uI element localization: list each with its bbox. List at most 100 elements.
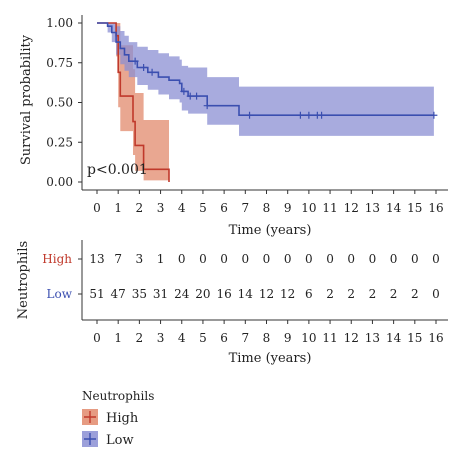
risk-count-high: 0	[432, 252, 440, 266]
risk-count-high: 0	[305, 252, 313, 266]
censor-mark-low	[203, 102, 211, 110]
risk-count-high: 0	[369, 252, 377, 266]
x-tick-label: 6	[220, 201, 228, 215]
censor-mark-low	[430, 111, 438, 119]
risk-count-high: 0	[199, 252, 207, 266]
risk-count-high: 0	[347, 252, 355, 266]
x-axis-label: Time (years)	[229, 223, 312, 238]
x-tick-label: 12	[344, 201, 359, 215]
risk-x-tick-label: 0	[93, 331, 101, 345]
legend-marker-high	[84, 411, 96, 423]
censor-mark-low	[140, 64, 148, 72]
p-value-annotation: p<0.001	[87, 162, 148, 178]
x-tick-label: 16	[428, 201, 443, 215]
risk-x-axis-label: Time (years)	[229, 351, 312, 366]
risk-count-high: 0	[220, 252, 228, 266]
y-axis-ticks: 0.00 0.25 0.50 0.75 1.00	[46, 16, 82, 189]
risk-row-label-low: Low	[47, 287, 73, 301]
x-tick-label: 10	[301, 201, 316, 215]
legend-items: High Low	[82, 409, 139, 448]
risk-count-low: 31	[153, 287, 168, 301]
x-tick-label: 4	[178, 201, 186, 215]
x-tick-label: 7	[241, 201, 249, 215]
risk-x-tick-label: 14	[386, 331, 402, 345]
risk-x-tick-label: 16	[428, 331, 443, 345]
risk-count-low: 47	[111, 287, 126, 301]
censor-marks	[131, 57, 438, 119]
x-tick-label: 13	[365, 201, 380, 215]
censor-mark-low	[318, 111, 326, 119]
x-tick-label: 0	[93, 201, 101, 215]
y-tick-label: 0.75	[46, 56, 73, 70]
censor-mark-low	[131, 57, 139, 65]
risk-count-high: 7	[114, 252, 122, 266]
risk-count-low: 14	[238, 287, 254, 301]
censor-mark-low	[296, 111, 304, 119]
risk-count-high: 0	[178, 252, 186, 266]
risk-x-tick-label: 1	[114, 331, 122, 345]
risk-count-high: 0	[326, 252, 334, 266]
risk-x-axis-ticks: 0 1 2 3 4 5 6 7 8 9 10 11 12 13 14 15 16	[93, 320, 444, 345]
x-tick-label: 3	[157, 201, 165, 215]
legend-title: Neutrophils	[82, 389, 154, 403]
censor-mark-low	[180, 87, 188, 95]
risk-count-high: 0	[390, 252, 398, 266]
risk-count-low: 2	[369, 287, 377, 301]
survival-curve-low	[97, 22, 434, 116]
risk-count-low: 2	[326, 287, 334, 301]
x-tick-label: 14	[386, 201, 402, 215]
censor-mark-low	[246, 111, 254, 119]
risk-x-tick-label: 2	[136, 331, 144, 345]
risk-count-low: 24	[174, 287, 190, 301]
risk-count-low: 6	[305, 287, 313, 301]
risk-x-tick-label: 13	[365, 331, 380, 345]
risk-count-low: 2	[390, 287, 398, 301]
legend-marker-low	[84, 433, 96, 445]
risk-count-low: 20	[195, 287, 210, 301]
risk-count-high: 1	[157, 252, 165, 266]
risk-x-tick-label: 11	[322, 331, 337, 345]
confidence-bands	[97, 23, 434, 181]
risk-x-tick-label: 7	[241, 331, 249, 345]
censor-mark-low	[193, 92, 201, 100]
censor-mark-low	[305, 111, 313, 119]
x-tick-label: 15	[407, 201, 422, 215]
risk-table-title: Neutrophils	[16, 241, 31, 319]
risk-count-high: 0	[284, 252, 292, 266]
censor-mark-low	[148, 68, 156, 76]
risk-x-tick-label: 6	[220, 331, 228, 345]
survival-plot-panel: 0.000.250.500.751.00 0 1 2 3 4 5 6 7 8 9 10 11 12 13 1…	[19, 15, 448, 238]
risk-count-low: 0	[432, 287, 440, 301]
y-tick-label: 0.25	[46, 135, 73, 149]
x-tick-label: 5	[199, 201, 207, 215]
risk-count-high: 3	[136, 252, 144, 266]
y-tick-label: 0.50	[46, 96, 73, 110]
risk-count-high: 0	[241, 252, 249, 266]
risk-count-low: 16	[216, 287, 231, 301]
risk-x-tick-label: 3	[157, 331, 165, 345]
risk-x-tick-label: 4	[178, 331, 186, 345]
legend-label-low: Low	[106, 433, 134, 448]
risk-x-tick-label: 15	[407, 331, 422, 345]
y-axis-label: Survival probability	[19, 34, 34, 165]
risk-x-tick-label: 9	[284, 331, 292, 345]
risk-count-low: 2	[347, 287, 355, 301]
risk-count-high: 13	[89, 252, 104, 266]
risk-count-low: 35	[132, 287, 147, 301]
y-tick-label: 1.00	[46, 16, 73, 30]
x-tick-label: 8	[263, 201, 271, 215]
censor-mark-low	[186, 92, 194, 100]
ci-band-low	[97, 23, 434, 136]
risk-x-tick-label: 5	[199, 331, 207, 345]
legend-label-high: High	[106, 411, 139, 426]
risk-count-low: 51	[89, 287, 104, 301]
risk-count-high: 0	[263, 252, 271, 266]
x-axis-ticks: 0 1 2 3 4 5 6 7 8 9 10 11 12 13 14 15 16	[93, 190, 444, 215]
risk-x-tick-label: 8	[263, 331, 271, 345]
risk-x-tick-label: 10	[301, 331, 316, 345]
y-tick-label: 0.00	[46, 175, 73, 189]
risk-count-low: 12	[259, 287, 274, 301]
risk-count-high: 0	[411, 252, 419, 266]
